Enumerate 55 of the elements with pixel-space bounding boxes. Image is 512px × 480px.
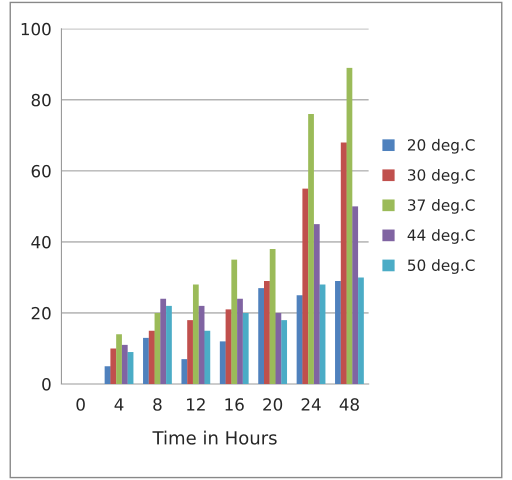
bar [116,334,122,384]
bar [302,188,308,384]
bar [181,359,188,384]
bar [258,288,264,384]
x-tick-label: 0 [76,398,85,411]
bar [352,206,358,384]
bar [320,284,326,384]
x-tick-label: 48 [340,398,359,411]
x-tick-label: 4 [114,398,124,411]
bar [276,312,282,384]
legend-label: 44 deg.C [408,229,475,244]
bar [154,312,160,384]
bar [143,338,149,384]
bar [104,366,110,384]
bar [148,330,155,384]
legend-label: 20 deg.C [408,138,475,154]
bar [204,330,210,384]
bar [296,295,302,384]
y-tick-label: 20 [32,306,51,320]
bar [198,306,204,384]
bar [237,298,243,384]
bar [270,249,276,384]
bar [314,224,320,384]
bar [160,298,166,384]
bar [346,68,352,384]
bar [122,344,128,384]
legend-label: 50 deg.C [408,259,475,274]
bar [231,260,238,384]
bar [110,348,116,384]
bar [242,312,249,384]
bar [128,352,134,384]
bar [281,320,288,384]
legend-label: 37 deg.C [408,199,475,214]
y-tick-label: 40 [31,236,51,248]
x-tick-label: 20 [263,398,282,411]
x-tick-label: 24 [302,398,321,411]
bar [335,280,341,384]
bar [358,277,364,384]
bar [187,320,193,384]
bar [340,142,347,384]
bar [192,284,199,384]
bar [226,309,232,384]
bar [166,306,172,384]
y-tick-label: 0 [42,378,51,391]
bar [264,280,270,384]
y-tick-label: 100 [22,22,51,36]
y-tick-label: 80 [32,94,51,106]
y-tick-label: 60 [32,164,51,178]
legend-label: 30 deg.C [408,168,475,184]
x-tick-label: 12 [187,398,205,411]
x-tick-label: 8 [153,398,162,411]
bar [308,114,314,384]
bar [220,341,226,384]
x-tick-label: 16 [225,398,244,411]
x-axis-title: Time in Hours [152,430,277,445]
